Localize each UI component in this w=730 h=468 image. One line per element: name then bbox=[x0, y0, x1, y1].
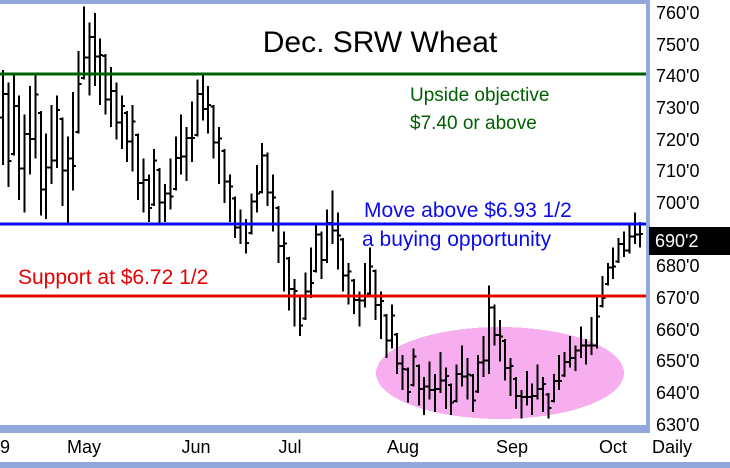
x-axis-label: May bbox=[66, 437, 102, 457]
last-price-badge: 690'2 bbox=[649, 227, 730, 255]
time-axis[interactable]: 9 May Jun Jul Aug Sep Oct bbox=[0, 433, 730, 462]
y-axis-label: 740'0 bbox=[656, 66, 700, 87]
timeframe-label: Daily bbox=[652, 437, 693, 457]
y-axis-label: 680'0 bbox=[656, 256, 700, 277]
x-axis-label: Jul bbox=[278, 437, 302, 457]
price-axis[interactable]: 760'0 750'0 740'0 730'0 720'0 710'0 700'0 680'0… bbox=[650, 0, 730, 433]
x-axis-label: Aug bbox=[386, 437, 420, 457]
y-axis-label: 730'0 bbox=[656, 98, 700, 118]
plot-bottom-border bbox=[0, 425, 646, 433]
top-border bbox=[0, 0, 650, 4]
price-plot[interactable] bbox=[0, 0, 646, 425]
y-axis-label: 750'0 bbox=[656, 34, 700, 55]
screen-bottom-border bbox=[0, 462, 730, 468]
right-border bbox=[646, 0, 650, 433]
highlight-ellipse bbox=[376, 327, 624, 419]
y-axis-label: 640'0 bbox=[656, 383, 700, 403]
x-axis-label: Oct bbox=[598, 437, 628, 457]
breakout-annotation-line2: a buying opportunity bbox=[362, 228, 552, 251]
x-axis-label: 9 bbox=[0, 437, 11, 457]
y-axis-label: 760'0 bbox=[656, 3, 700, 23]
breakout-annotation-line1: Move above $6.93 1/2 bbox=[364, 199, 572, 222]
upside-objective-annotation-line2: $7.40 or above bbox=[410, 113, 537, 134]
x-axis-label: Jun bbox=[181, 437, 211, 457]
y-axis-label: 650'0 bbox=[656, 351, 700, 372]
y-axis-label: 700'0 bbox=[656, 193, 700, 213]
chart-title: Dec. SRW Wheat bbox=[262, 26, 498, 59]
y-axis-label: 660'0 bbox=[656, 319, 700, 340]
x-axis-label: Sep bbox=[495, 437, 529, 457]
support-annotation: Support at $6.72 1/2 bbox=[18, 266, 209, 289]
ohlc-chart-canvas bbox=[0, 6, 646, 419]
y-axis-label: 720'0 bbox=[656, 129, 700, 150]
upside-objective-annotation: Upside objective $7.40 or above bbox=[410, 82, 549, 138]
upside-objective-annotation-line1: Upside objective bbox=[410, 85, 550, 106]
y-axis-label: 710'0 bbox=[656, 161, 700, 182]
y-axis-label: 630'0 bbox=[656, 414, 700, 433]
y-axis-label: 670'0 bbox=[656, 288, 700, 308]
